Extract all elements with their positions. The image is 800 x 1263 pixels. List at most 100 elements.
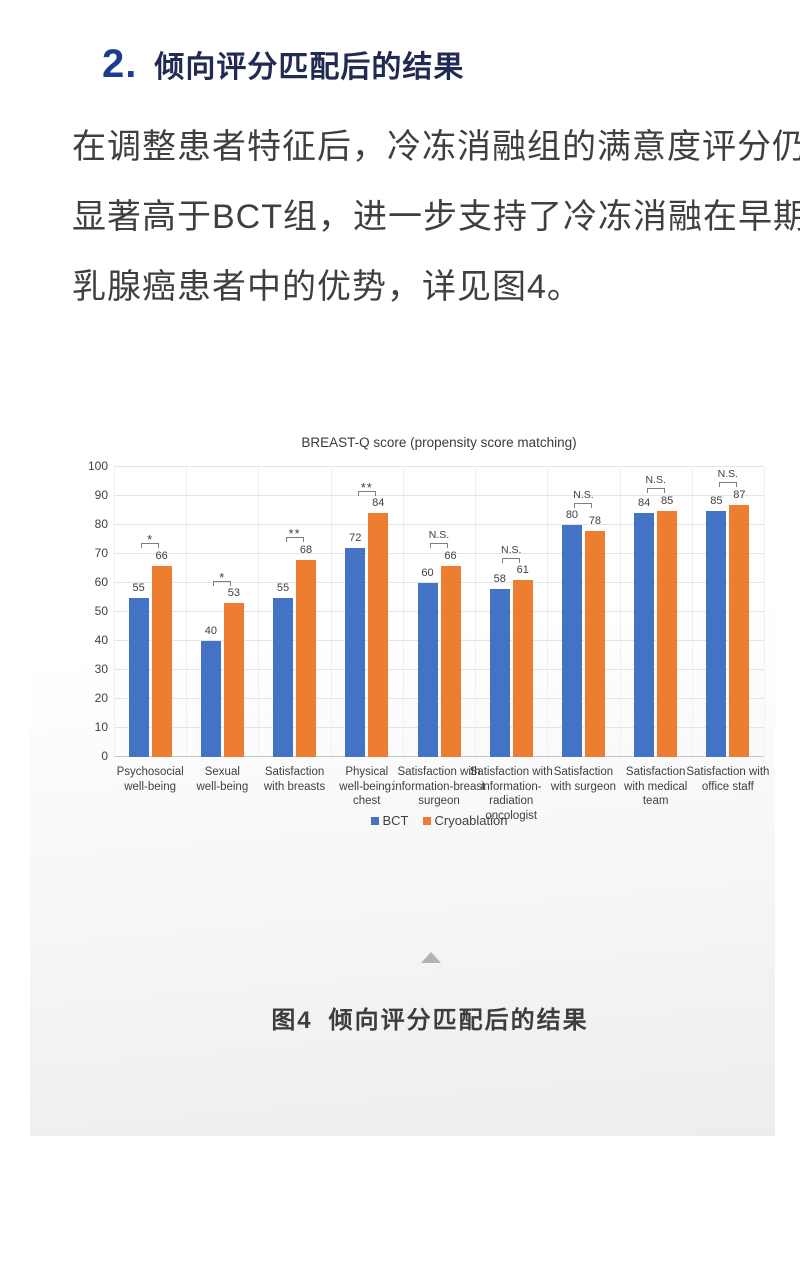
category-separator (547, 467, 549, 757)
bar-bct-3 (345, 548, 366, 757)
chart-plot-area: 0 10 20 30 40 50 60 70 80 90 100 55 66 * Psychosocial … (88, 459, 769, 822)
category-separator (114, 467, 115, 757)
bar-cryoablation-1 (223, 603, 244, 757)
bar-value-label: 78 (588, 514, 602, 527)
bar-bct-2 (273, 597, 294, 757)
breastq-chart: BREAST-Q score (propensity score matchin… (88, 435, 769, 835)
significance-bracket (646, 488, 665, 494)
paragraph-line: 在调整患者特征后，冷冻消融组的满意度评分仍 (72, 128, 800, 166)
section-number: 2. (102, 42, 138, 86)
bar-cryoablation-8 (729, 504, 750, 757)
x-axis-label: Satisfaction with breasts (263, 766, 326, 793)
bar-value-label: 85 (710, 494, 723, 507)
y-tick-label: 90 (94, 488, 108, 502)
section-heading: 2. 倾向评分匹配后的结果 (102, 42, 464, 87)
significance-bracket (574, 502, 593, 508)
bar-cryoablation-7 (657, 510, 678, 757)
bar-value-label: 60 (421, 567, 434, 579)
significance-bracket (430, 543, 448, 549)
bar-bct-0 (128, 597, 149, 757)
legend-label-cryoablation: Cryoablation (434, 813, 508, 828)
bar-value-label: 53 (227, 587, 240, 600)
significance-bracket (357, 491, 376, 496)
bar-cryoablation-5 (512, 580, 533, 757)
y-tick-label: 40 (94, 633, 108, 647)
category-separator (186, 467, 188, 757)
bar-bct-8 (706, 510, 727, 757)
x-axis-label: Sexual well-being (196, 766, 249, 793)
bar-value-label: 58 (493, 572, 506, 585)
bar-bct-4 (417, 583, 438, 757)
bar-cryoablation-0 (151, 565, 172, 757)
bar-cryoablation-6 (584, 530, 605, 757)
x-axis-label: Physical well-being: chest (339, 766, 395, 807)
significance-label: N.S. (717, 468, 739, 481)
bar-value-label: 66 (444, 549, 457, 562)
x-axis-label: Satisfaction with information- radiation… (469, 766, 553, 822)
legend-item-bct: BCT (370, 813, 409, 828)
gridline (114, 669, 764, 670)
bar-value-label: 40 (204, 625, 217, 637)
bar-bct-1 (200, 641, 221, 757)
category-separator (330, 467, 332, 757)
significance-label: N.S. (573, 488, 594, 501)
gridline (114, 611, 764, 612)
category-separator (475, 467, 477, 757)
figure-caption-number: 图4 (271, 1007, 313, 1034)
content-card: 2. 倾向评分匹配后的结果 在调整患者特征后，冷冻消融组的满意度评分仍 显著高于… (30, 0, 800, 1136)
significance-label: N.S. (501, 543, 522, 556)
y-tick-label: 60 (94, 575, 108, 589)
significance-label: N.S. (428, 529, 450, 542)
significance-label: * (147, 532, 154, 548)
bar-bct-6 (561, 525, 582, 757)
bar-value-label: 55 (276, 581, 290, 594)
legend-swatch-cryoablation (422, 816, 431, 825)
paragraph-line: 乳腺癌患者中的优势，详见图4。 (72, 268, 582, 306)
category-separator (402, 467, 404, 757)
significance-label: * (219, 569, 226, 585)
body-paragraph: 在调整患者特征后，冷冻消融组的满意度评分仍 显著高于BCT组，进一步支持了冷冻消… (72, 112, 800, 322)
y-tick-label: 20 (94, 691, 108, 705)
x-axis-label: Satisfaction with surgeon (550, 766, 617, 793)
bar-value-label: 85 (661, 494, 674, 507)
significance-bracket (213, 580, 232, 586)
chart-legend: BCT Cryoablation (114, 813, 764, 828)
gridline (114, 553, 764, 554)
collapse-arrow-icon[interactable] (421, 952, 441, 963)
significance-bracket (141, 543, 160, 549)
significance-bracket (285, 537, 304, 543)
gridline (114, 727, 764, 728)
bar-bct-7 (634, 513, 655, 757)
bar-value-label: 72 (349, 532, 362, 545)
y-tick-label: 30 (94, 662, 108, 676)
bar-value-label: 68 (299, 543, 313, 556)
category-separator (691, 467, 693, 757)
gridline (114, 698, 764, 699)
y-tick-label: 0 (101, 749, 108, 763)
bar-value-label: 87 (733, 488, 746, 501)
category-separator (258, 467, 260, 757)
gridline (114, 495, 764, 496)
figure-caption-text: 倾向评分匹配后的结果 (328, 1007, 589, 1034)
gridline (114, 466, 764, 467)
y-tick-label: 80 (94, 517, 108, 531)
legend-label-bct: BCT (382, 813, 409, 828)
gridline (114, 524, 764, 525)
legend-item-cryoablation: Cryoablation (422, 813, 508, 828)
bar-value-label: 55 (132, 581, 145, 594)
gridline (114, 582, 764, 583)
figure-caption: 图4 倾向评分匹配后的结果 (30, 1000, 800, 1035)
legend-swatch-bct (370, 816, 379, 825)
bar-value-label: 66 (155, 549, 168, 562)
bar-cryoablation-3 (368, 513, 389, 757)
y-tick-label: 10 (94, 720, 108, 734)
y-tick-label: 50 (94, 604, 108, 618)
significance-label: ** (360, 480, 373, 495)
x-axis-label: Satisfaction with office staff (686, 766, 770, 793)
gridline (114, 640, 764, 641)
bar-cryoablation-2 (296, 559, 317, 757)
category-separator (619, 467, 621, 757)
x-axis-label: Satisfaction with medical team (624, 766, 688, 807)
y-tick-label: 100 (87, 459, 108, 473)
